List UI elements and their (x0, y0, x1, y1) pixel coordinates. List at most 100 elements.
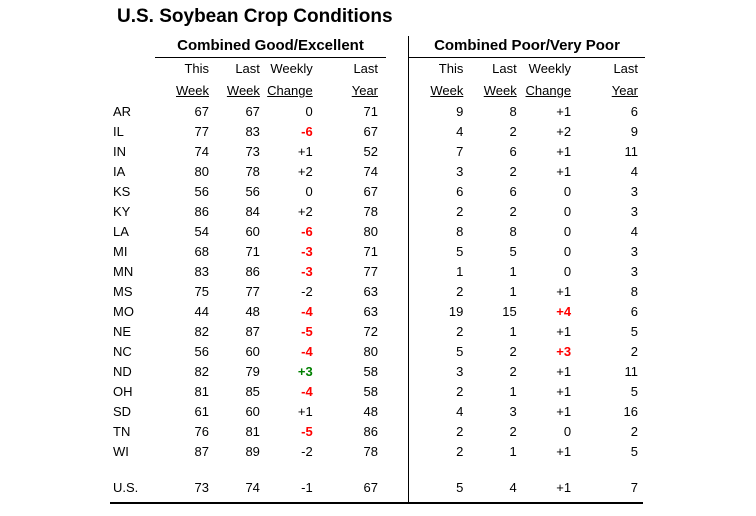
row-label: IA (113, 164, 126, 179)
state-row-oh-good: OH 81 85 -4 58 (110, 382, 386, 402)
row-label: OH (113, 384, 133, 399)
cell-last-year: 74 (363, 164, 379, 179)
cell-weekly-change: +1 (556, 444, 572, 459)
cell-this-week: 2 (456, 444, 464, 459)
state-row-ks-poor: 6 6 0 3 (409, 182, 645, 202)
cell-this-week: 81 (194, 384, 210, 399)
cell-weekly-change: +4 (556, 304, 572, 319)
cell-last-week: 8 (509, 224, 517, 239)
cell-this-week: 5 (456, 344, 464, 359)
col-header-last-week: Week (209, 80, 260, 102)
cell-weekly-change: -5 (301, 324, 313, 339)
cell-last-year: 71 (363, 244, 379, 259)
cell-last-year: 6 (630, 304, 639, 319)
cell-weekly-change: +1 (556, 324, 572, 339)
cell-last-year: 67 (363, 124, 379, 139)
state-row-mo-poor: 19 15 +4 6 (409, 302, 645, 322)
cell-weekly-change: -4 (301, 304, 313, 319)
cell-this-week: 80 (194, 164, 210, 179)
cell-this-week: 7 (456, 144, 464, 159)
cell-last-week: 1 (509, 284, 517, 299)
cell-this-week: 5 (456, 480, 464, 495)
col-header-this-week: Week (156, 80, 209, 102)
cell-last-week: 1 (509, 324, 517, 339)
col-header-last-week-underlined: Week (226, 83, 260, 98)
cell-last-year: 7 (630, 480, 639, 495)
cell-weekly-change: -6 (301, 224, 313, 239)
cell-last-year: 6 (630, 104, 639, 119)
cell-last-year: 67 (363, 480, 379, 495)
cell-last-year: 3 (630, 244, 639, 259)
state-row-tn-good: TN 76 81 -5 86 (110, 422, 386, 442)
col-header-weekly-change-underlined: Change (525, 83, 572, 98)
row-label: MN (113, 264, 134, 279)
cell-this-week: 9 (456, 104, 464, 119)
cell-last-year: 80 (363, 224, 379, 239)
state-row-ne-good: NE 82 87 -5 72 (110, 322, 386, 342)
state-row-mo-good: MO 44 48 -4 63 (110, 302, 386, 322)
cell-last-week: 60 (245, 404, 260, 419)
state-row-sd-good: SD 61 60 +1 48 (110, 402, 386, 422)
cell-last-week: 83 (245, 124, 260, 139)
cell-this-week: 2 (456, 384, 464, 399)
section-header-poor-very-poor: Combined Poor/Very Poor (409, 36, 645, 58)
cell-this-week: 56 (194, 184, 210, 199)
col-header-weekly-change-top: Weekly (528, 61, 572, 76)
state-row-ar-good: AR 67 67 0 71 (110, 102, 386, 122)
cell-this-week: 67 (194, 104, 210, 119)
cell-this-week: 61 (194, 404, 210, 419)
section-header-good-excellent: Combined Good/Excellent (155, 36, 386, 58)
cell-this-week: 83 (194, 264, 210, 279)
cell-last-year: 78 (363, 444, 379, 459)
cell-last-week: 60 (245, 224, 260, 239)
cell-this-week: 3 (456, 364, 464, 379)
section-header-poor-very-poor-label: Combined Poor/Very Poor (434, 37, 620, 54)
section-divider-rule (408, 36, 409, 503)
state-row-ms-poor: 2 1 +1 8 (409, 282, 645, 302)
cell-last-year: 77 (363, 264, 379, 279)
cell-last-year: 67 (363, 184, 379, 199)
cell-weekly-change: +1 (556, 284, 572, 299)
total-row-us-good: U.S. 73 74 -1 67 (110, 478, 386, 498)
cell-last-year: 2 (630, 424, 639, 439)
cell-last-week: 5 (509, 244, 517, 259)
row-label: LA (113, 224, 129, 239)
row-label: MS (113, 284, 133, 299)
cell-last-week: 79 (245, 364, 260, 379)
cell-last-year: 11 (624, 364, 639, 379)
blank-row (409, 462, 645, 478)
state-row-wi-poor: 2 1 +1 5 (409, 442, 645, 462)
row-label: AR (113, 104, 132, 119)
good-column-headers-line1: This Last Weekly Last (110, 58, 386, 80)
col-header-weekly-change-top: Weekly (270, 61, 313, 76)
cell-last-year: 63 (363, 304, 379, 319)
cell-weekly-change: +2 (556, 124, 572, 139)
col-header-weekly-change-underlined: Change (267, 83, 313, 98)
cell-this-week: 1 (456, 264, 464, 279)
col-header-this-week-top: This (438, 61, 464, 76)
cell-weekly-change: -3 (301, 264, 313, 279)
cell-last-year: 3 (630, 204, 639, 219)
state-row-il-poor: 4 2 +2 9 (409, 122, 645, 142)
col-header-last-week-top: Last (235, 61, 260, 76)
col-header-last-year: Year (313, 80, 386, 102)
col-header-last-week-underlined: Week (483, 83, 517, 98)
cell-weekly-change: +3 (556, 344, 572, 359)
cell-last-year: 5 (630, 384, 639, 399)
poor-very-poor-table: This Last Weekly Last Week Week Change Year 9 8 +1… (409, 58, 645, 498)
cell-this-week: 2 (456, 324, 464, 339)
cell-weekly-change: 0 (563, 184, 572, 199)
col-header-last-year-underlined: Year (611, 83, 639, 98)
col-header-this-week-top: This (184, 61, 210, 76)
cell-weekly-change: +1 (297, 404, 313, 419)
col-header-this-week-underlined: Week (430, 83, 464, 98)
cell-this-week: 86 (194, 204, 210, 219)
cell-last-week: 2 (509, 344, 517, 359)
cell-this-week: 44 (194, 304, 210, 319)
row-label: IL (113, 124, 124, 139)
cell-last-week: 67 (245, 104, 260, 119)
state-column-spacer (110, 58, 156, 80)
cell-last-week: 81 (245, 424, 260, 439)
cell-weekly-change: +2 (297, 204, 313, 219)
cell-weekly-change: -2 (301, 284, 313, 299)
